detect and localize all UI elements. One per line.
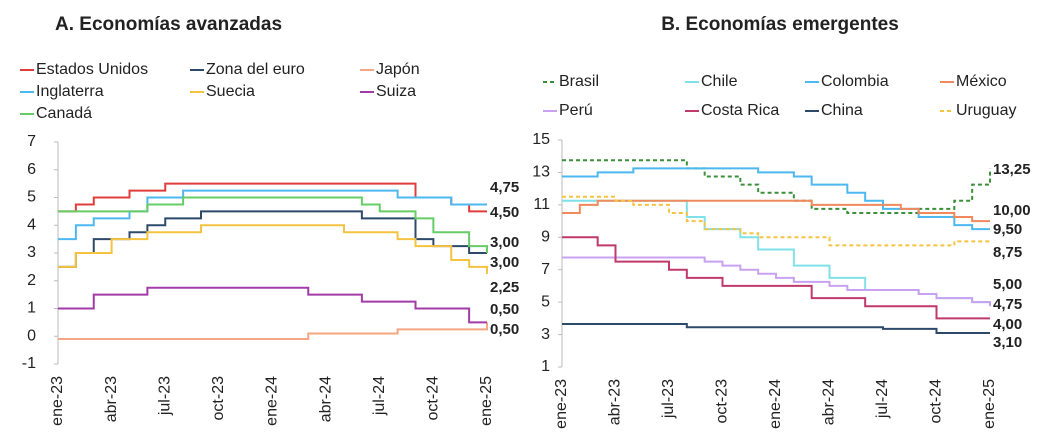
legend-label: China: [821, 102, 863, 119]
data-label: 3,00: [490, 234, 519, 251]
legend-label: Inglaterra: [36, 83, 104, 100]
legend-label: Brasil: [559, 73, 599, 90]
series-line: [58, 189, 487, 241]
series-line: [562, 159, 991, 214]
legend-label: Chile: [701, 73, 738, 90]
data-label: 5,00: [993, 276, 1022, 293]
y-tick-label: -1: [22, 355, 36, 372]
y-tick-label: 3: [27, 244, 36, 261]
x-tick-label: ene-25: [981, 379, 998, 429]
legend-label: Uruguay: [956, 102, 1016, 119]
x-tick-label: ene-25: [478, 376, 495, 426]
legend-label: Colombia: [821, 73, 889, 90]
legend-label: Zona del euro: [206, 61, 305, 78]
data-label: 2,25: [490, 279, 519, 296]
x-tick-label: oct-24: [928, 379, 945, 424]
data-label: 4,75: [993, 296, 1022, 313]
data-label: 3,00: [490, 254, 519, 271]
y-tick-label: 6: [27, 161, 36, 178]
series-line: [562, 195, 990, 247]
series-line: [562, 167, 990, 231]
y-tick-label: 5: [27, 189, 36, 206]
series-line: [562, 323, 990, 334]
y-tick-label: 1: [541, 358, 550, 375]
y-tick-label: 2: [27, 272, 36, 289]
data-label: 4,50: [490, 204, 519, 221]
x-tick-label: jul-24: [874, 379, 891, 419]
y-tick-label: 7: [541, 261, 550, 278]
series-line: [58, 322, 488, 341]
data-label: 4,75: [490, 179, 519, 196]
y-tick-label: 1: [27, 300, 36, 317]
x-tick-label: ene-23: [49, 376, 66, 426]
series-line: [562, 199, 990, 304]
series-line: [58, 196, 488, 253]
series-line: [58, 286, 487, 324]
x-tick-label: oct-23: [210, 376, 227, 421]
data-label: 0,50: [490, 321, 519, 338]
chart-title: A. Economías avanzadas: [55, 14, 282, 35]
y-tick-label: 0: [27, 327, 36, 344]
x-tick-label: abr-23: [607, 379, 624, 425]
series-line: [58, 224, 488, 274]
y-tick-label: 9: [541, 229, 550, 246]
series-line: [562, 236, 990, 320]
data-label: 10,00: [993, 202, 1031, 219]
x-tick-label: abr-23: [103, 376, 120, 422]
x-tick-label: ene-24: [264, 376, 281, 426]
series-line: [562, 199, 990, 223]
data-label: 4,00: [993, 316, 1022, 333]
x-tick-label: abr-24: [821, 379, 838, 425]
series-line: [562, 256, 991, 307]
data-label: 0,50: [490, 301, 519, 318]
data-label: 9,50: [993, 221, 1022, 238]
y-tick-label: 11: [533, 196, 550, 213]
x-tick-label: abr-24: [317, 376, 334, 422]
y-tick-label: 3: [541, 326, 550, 343]
legend-label: Suecia: [206, 83, 255, 100]
x-tick-label: ene-24: [767, 379, 784, 429]
y-tick-label: 5: [541, 293, 550, 310]
chart-title: B. Economías emergentes: [661, 14, 899, 35]
y-tick-label: 13: [532, 164, 550, 181]
y-tick-label: 4: [27, 216, 36, 233]
x-tick-label: oct-23: [714, 379, 731, 424]
data-label: 3,10: [993, 334, 1022, 351]
data-label: 8,75: [993, 244, 1022, 261]
legend-label: Canadá: [36, 105, 92, 122]
legend-label: Japón: [376, 61, 420, 78]
x-tick-label: ene-23: [553, 379, 570, 429]
x-tick-label: oct-24: [425, 376, 442, 421]
legend-label: Costa Rica: [701, 102, 779, 119]
legend-label: Suiza: [376, 83, 416, 100]
legend-label: México: [956, 73, 1007, 90]
y-tick-label: 7: [27, 133, 36, 150]
legend-label: Perú: [559, 102, 593, 119]
data-label: 13,25: [993, 161, 1031, 178]
x-tick-label: jul-23: [156, 376, 173, 416]
legend-label: Estados Unidos: [36, 61, 148, 78]
x-tick-label: jul-24: [371, 376, 388, 416]
y-tick-label: 15: [532, 131, 550, 148]
x-tick-label: jul-23: [660, 379, 677, 419]
